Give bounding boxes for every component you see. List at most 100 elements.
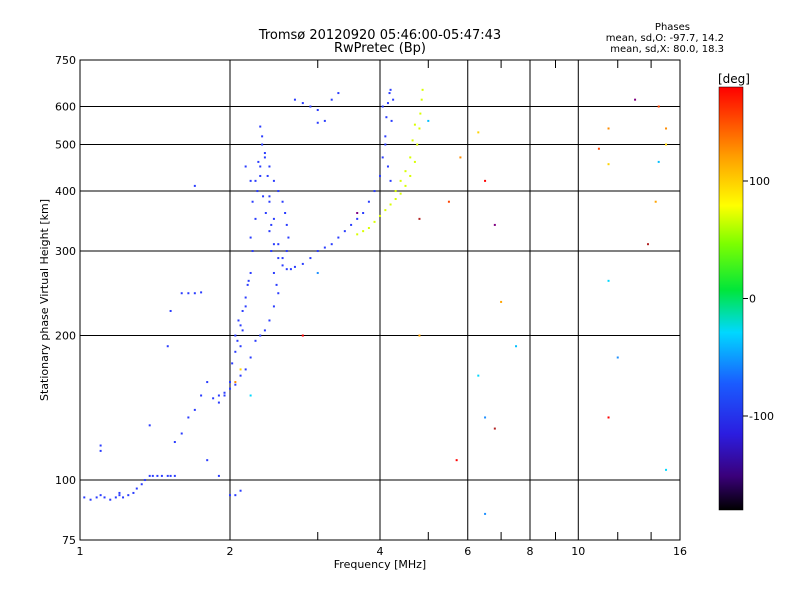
data-point-O <box>244 305 247 308</box>
data-point-O <box>217 394 220 397</box>
data-point-X <box>421 88 424 91</box>
x-tick-label: 10 <box>571 545 585 558</box>
data-point-scatter <box>484 416 487 419</box>
data-point-O <box>268 200 271 203</box>
colorbar-tick-label: 0 <box>749 293 756 306</box>
data-point-O <box>277 190 280 193</box>
phases-x-stats: mean, sd,X: 80.0, 18.3 <box>610 44 724 55</box>
data-point-scatter <box>493 427 496 430</box>
data-point-O <box>244 368 247 371</box>
data-point-scatter <box>607 416 610 419</box>
data-point-scatter <box>657 160 660 163</box>
data-point-O <box>89 498 92 501</box>
data-point-O <box>343 230 346 233</box>
y-tick-label: 100 <box>55 474 76 487</box>
data-point-O <box>285 223 288 226</box>
data-point-scatter <box>493 223 496 226</box>
data-point-scatter <box>500 300 503 303</box>
data-point-O <box>239 324 242 327</box>
data-point-X <box>404 170 407 173</box>
data-point-X <box>419 112 422 115</box>
data-point-O <box>277 292 280 295</box>
data-point-O <box>259 125 262 128</box>
data-point-scatter <box>447 200 450 203</box>
data-point-O <box>293 265 296 268</box>
gridlines <box>79 59 681 541</box>
data-point-O <box>244 165 247 168</box>
data-point-O <box>388 92 391 95</box>
data-point-X <box>394 190 397 193</box>
data-point-O <box>257 160 260 163</box>
data-point-O <box>350 223 353 226</box>
data-point-O <box>362 212 365 215</box>
colorbar <box>718 86 744 511</box>
data-point-O <box>231 362 234 365</box>
data-point-O <box>379 174 381 177</box>
data-point-O <box>132 491 135 494</box>
data-point-O <box>239 345 242 348</box>
data-point-O <box>270 250 273 253</box>
data-point-O <box>99 449 102 452</box>
x-axis-ticks: 1 2 4 6 8 10 16 <box>77 60 687 558</box>
data-point-O <box>261 143 264 146</box>
data-point-O <box>148 424 151 427</box>
data-point-scatter <box>607 127 610 130</box>
data-point-scatter <box>665 127 668 130</box>
colorbar-tick-label: 100 <box>749 175 770 188</box>
data-point-X <box>409 174 412 177</box>
data-point-O <box>148 474 151 477</box>
data-point-O <box>272 179 275 182</box>
data-point-O <box>135 487 138 490</box>
data-point-O <box>316 250 319 253</box>
data-point-scatter <box>484 512 487 515</box>
data-point-O <box>256 190 259 193</box>
data-point-O <box>386 165 389 168</box>
data-point-O <box>114 496 117 499</box>
y-axis-ticks: 75 100 200 300 400 500 600 750 <box>55 54 76 547</box>
data-point-O <box>206 459 209 462</box>
data-point-O <box>244 296 247 299</box>
data-point-O <box>389 88 392 91</box>
data-point-O <box>229 494 231 497</box>
data-point-X <box>420 98 423 101</box>
colorbar-tick-label: -100 <box>749 410 774 423</box>
data-point-O <box>381 156 384 159</box>
data-point-O <box>277 257 280 260</box>
data-point-O <box>173 441 176 444</box>
data-point-scatter <box>597 147 600 150</box>
data-point-O <box>285 268 288 271</box>
data-point-O <box>140 483 143 486</box>
x-tick-label: 16 <box>673 545 687 558</box>
data-point-scatter <box>239 368 242 371</box>
data-point-O <box>259 334 262 337</box>
data-point-O <box>281 264 284 267</box>
data-point-O <box>249 179 252 182</box>
y-tick-label: 500 <box>55 139 76 152</box>
data-point-scatter <box>455 459 458 462</box>
data-point-O <box>206 381 209 384</box>
data-point-O <box>367 200 370 203</box>
data-point-O <box>309 105 312 108</box>
data-point-O <box>236 339 239 342</box>
data-point-O <box>249 356 252 359</box>
data-point-O <box>272 217 275 220</box>
data-point-scatter <box>484 179 487 182</box>
data-point-O <box>249 236 252 239</box>
data-point-O <box>241 309 244 312</box>
data-point-O <box>259 165 262 168</box>
data-point-O <box>254 339 257 342</box>
data-point-O <box>99 494 102 497</box>
data-point-O <box>268 230 271 233</box>
data-point-O <box>234 334 237 337</box>
data-point-O <box>127 494 130 497</box>
data-point-O <box>386 102 389 105</box>
data-point-O <box>223 391 226 394</box>
y-tick-label: 400 <box>55 185 76 198</box>
data-point-O <box>193 292 196 295</box>
data-point-O <box>330 98 333 101</box>
data-point-X <box>373 220 376 223</box>
data-point-O <box>259 174 262 177</box>
data-point-O <box>268 319 271 322</box>
data-point-X <box>418 127 421 130</box>
data-point-O <box>254 179 257 182</box>
